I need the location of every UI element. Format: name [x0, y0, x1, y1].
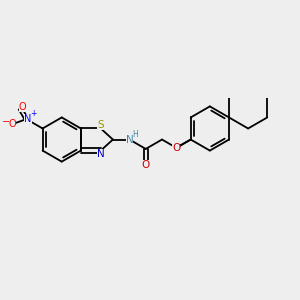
- Text: S: S: [98, 120, 104, 130]
- Text: O: O: [142, 160, 150, 170]
- Text: N: N: [126, 134, 134, 145]
- Text: O: O: [19, 102, 26, 112]
- Text: O: O: [8, 119, 16, 129]
- Text: +: +: [30, 109, 37, 118]
- Text: H: H: [132, 130, 138, 139]
- Text: O: O: [172, 143, 181, 153]
- Text: −: −: [2, 117, 10, 127]
- Text: N: N: [97, 149, 105, 159]
- Text: N: N: [24, 114, 32, 124]
